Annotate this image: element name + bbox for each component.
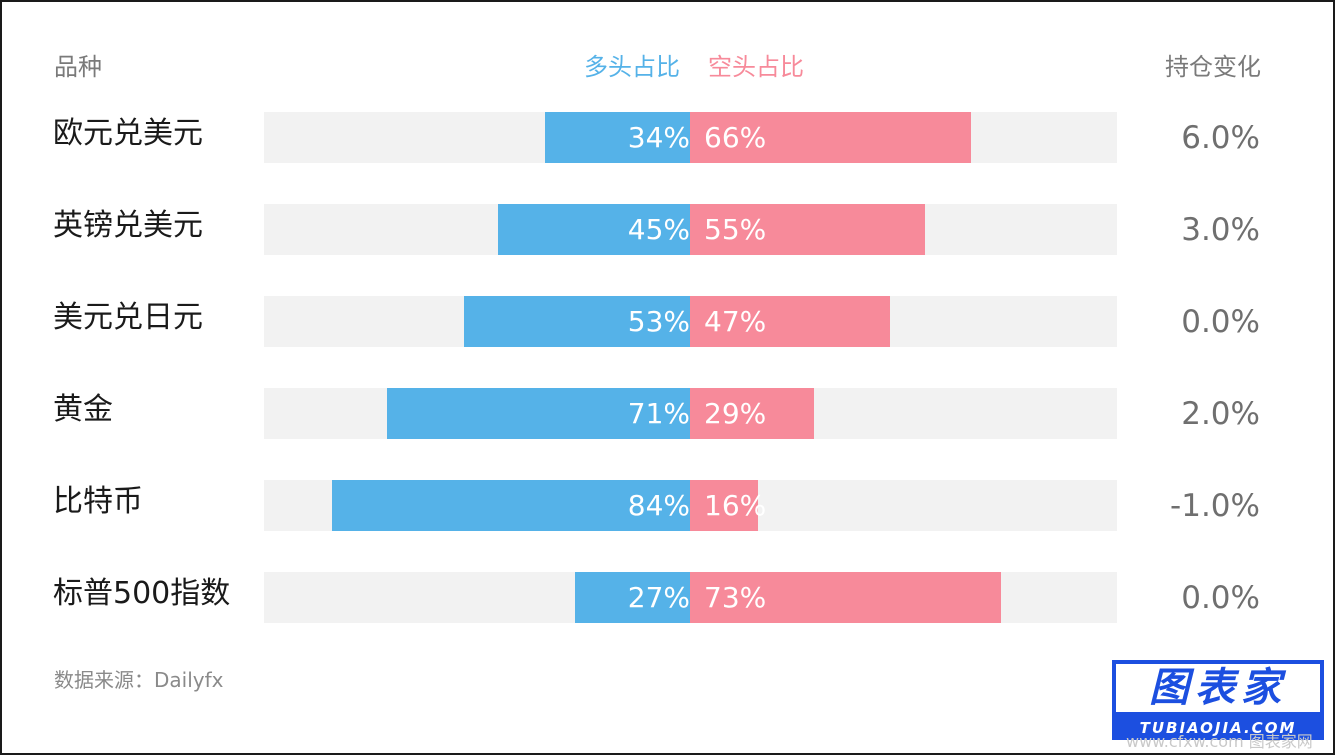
chart-row: 英镑兑美元 45% 55% 3.0% (0, 204, 1335, 255)
long-value-label: 53% (627, 305, 690, 338)
long-value-label: 27% (627, 581, 690, 614)
watermark: www.cfxw.com 图表家网 (1126, 732, 1313, 751)
short-bar (690, 204, 925, 255)
short-value-label: 73% (704, 581, 767, 614)
short-value-label: 29% (704, 397, 767, 430)
brand-logo: 图表家 TUBIAOJIA.COM (1112, 660, 1324, 744)
long-value-label: 71% (627, 397, 690, 430)
long-value-label: 84% (627, 489, 690, 522)
header-position-change: 持仓变化 (1165, 53, 1261, 81)
short-bar (690, 388, 814, 439)
chart-row: 欧元兑美元 34% 66% 6.0% (0, 112, 1335, 163)
short-value-label: 66% (704, 121, 767, 154)
long-bar (332, 480, 690, 531)
category-label: 标普500指数 (53, 576, 231, 611)
chart-row: 比特币 84% 16% -1.0% (0, 480, 1335, 531)
long-value-label: 45% (627, 213, 690, 246)
long-bar (545, 112, 690, 163)
category-label: 比特币 (53, 484, 143, 519)
logo-sub-text: TUBIAOJIA.COM (1112, 716, 1324, 740)
position-change-value: 0.0% (1181, 304, 1260, 340)
chart-row: 标普500指数 27% 73% 0.0% (0, 572, 1335, 623)
logo-main-text: 图表家 (1112, 660, 1324, 716)
position-change-value: 6.0% (1181, 120, 1260, 156)
short-value-label: 55% (704, 213, 767, 246)
chart-row: 美元兑日元 53% 47% 0.0% (0, 296, 1335, 347)
chart-row: 黄金 71% 29% 2.0% (0, 388, 1335, 439)
short-bar (690, 112, 971, 163)
long-bar (387, 388, 690, 439)
position-change-value: 2.0% (1181, 396, 1260, 432)
short-bar (690, 572, 1001, 623)
long-value-label: 34% (627, 121, 690, 154)
category-label: 欧元兑美元 (53, 116, 203, 151)
long-bar (575, 572, 690, 623)
data-source: 数据来源：Dailyfx (54, 668, 224, 692)
position-change-value: 3.0% (1181, 212, 1260, 248)
header-category: 品种 (54, 53, 102, 81)
header-short-ratio: 空头占比 (708, 53, 804, 81)
short-value-label: 47% (704, 305, 767, 338)
short-bar (690, 480, 758, 531)
header-long-ratio: 多头占比 (584, 53, 680, 81)
category-label: 美元兑日元 (53, 300, 203, 335)
category-label: 英镑兑美元 (53, 208, 203, 243)
short-value-label: 16% (704, 489, 767, 522)
position-change-value: 0.0% (1181, 580, 1260, 616)
long-bar (498, 204, 690, 255)
short-bar (690, 296, 890, 347)
category-label: 黄金 (53, 392, 113, 427)
position-change-value: -1.0% (1170, 488, 1260, 524)
long-bar (464, 296, 690, 347)
